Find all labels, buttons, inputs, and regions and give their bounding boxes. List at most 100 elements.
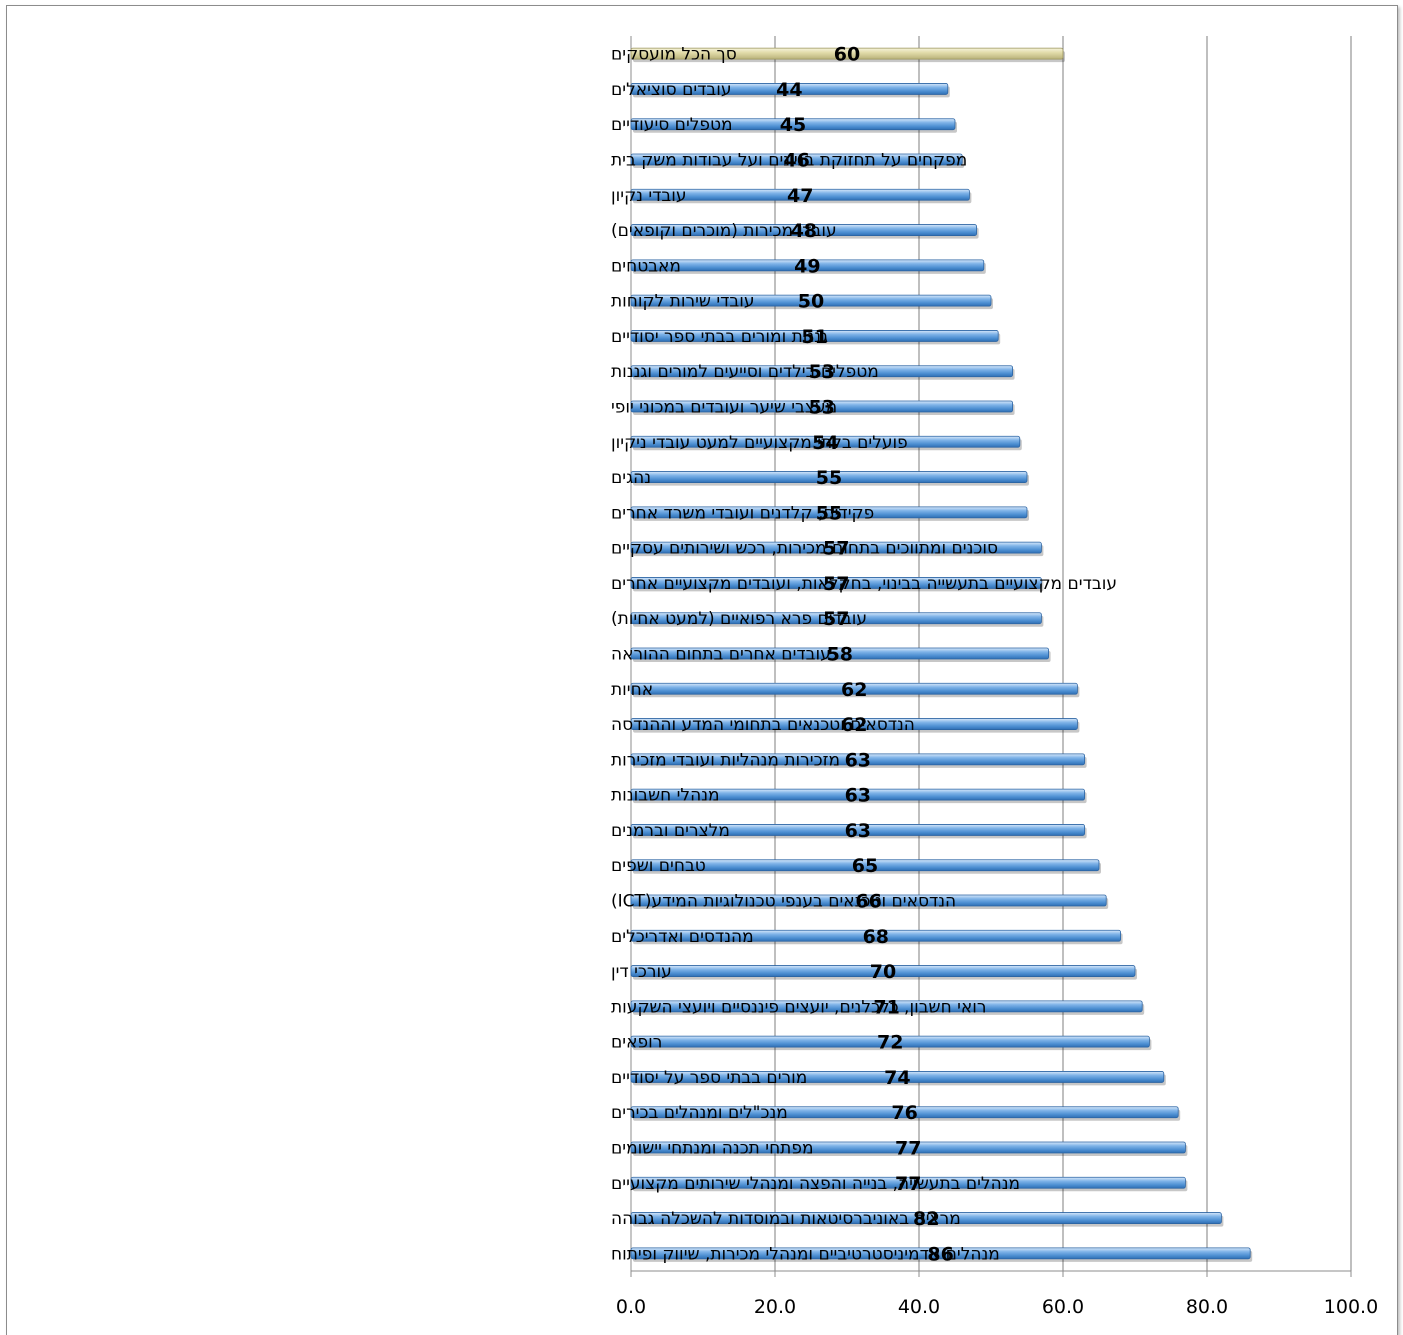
category-label: מזכירות מנהליות ועובדי מזכירות (611, 750, 840, 770)
bar (630, 1035, 1150, 1048)
data-label: 58 (827, 644, 853, 666)
category-labels: סך הכל מועסקים עובדים סוציאלים מטפלים סיעו… (611, 45, 1117, 1265)
data-label: 46 (783, 150, 809, 172)
bar (630, 330, 999, 342)
bar (630, 365, 1014, 378)
bar (630, 188, 970, 201)
category-label: גננות ומורים בבתי ספר יסודיים (611, 327, 828, 347)
category-label: עובדים פרא רפואיים (למעט אחיות) (611, 609, 867, 629)
bar (630, 541, 1042, 554)
category-label: הנדסאים וטכנאים בתחומי המדע וההנדסה (611, 715, 915, 735)
data-label: 82 (913, 1208, 939, 1230)
category-label: מאבטחים (611, 256, 681, 276)
category-label: מעצבי שיער ועובדים במכוני יופי (611, 398, 837, 418)
data-label: 77 (895, 1173, 921, 1195)
category-label: עובדי נקיון (611, 186, 687, 206)
data-label: 63 (845, 820, 871, 842)
bar (630, 118, 956, 131)
category-label: פועלים בלתי מקצועיים למעט עובדי ניקיון (611, 433, 908, 453)
bar (630, 682, 1078, 695)
category-label: סוכנים ומתווכים בתחום מכירות, רכש ושירות… (611, 539, 998, 559)
bar (630, 612, 1042, 625)
bar (630, 259, 985, 272)
category-label: סך הכל מועסקים (611, 45, 737, 65)
data-label: 74 (884, 1067, 910, 1089)
bar (630, 965, 1136, 977)
category-label: רופאים (611, 1033, 662, 1053)
data-label: 72 (877, 1032, 903, 1054)
category-label: מנהלים אדמיניסטרטיביים ומנהלי מכירות, שי… (611, 1244, 1000, 1264)
data-label: 62 (841, 714, 867, 736)
category-label: עובדי שירות לקוחות (611, 292, 755, 312)
category-label: מורים בבתי ספר על יסודיים (611, 1068, 807, 1088)
x-tick-label: 100.0 (1324, 1296, 1378, 1318)
bar (630, 294, 992, 307)
category-label: מטפלים סיעודיים (611, 115, 733, 135)
data-label: 70 (870, 961, 896, 983)
x-tick-label: 80.0 (1186, 1296, 1228, 1318)
data-label: 60 (834, 44, 860, 66)
data-label: 62 (841, 679, 867, 701)
bar (630, 894, 1107, 907)
category-label: מפתחי תכנה ומנתחי יישומים (611, 1139, 814, 1159)
bar (630, 506, 1028, 519)
category-label: מפקחים על תחזוקת בניינים ועל עבודות משק … (611, 151, 967, 171)
data-label: 53 (809, 361, 835, 383)
category-label: מטפלים בילדים וסייעים למורים וגננות (611, 362, 879, 382)
bar (630, 47, 1064, 60)
category-label: מנכ"לים ומנהלים בכירים (611, 1103, 788, 1123)
bar (630, 577, 1042, 589)
data-label: 65 (852, 855, 878, 877)
bar (630, 1071, 1165, 1083)
category-label: עובדי מכירות (מוכרים וקופאים) (611, 221, 837, 241)
bar (630, 929, 1122, 942)
data-label: 68 (863, 926, 889, 948)
category-label: נהגים (611, 468, 651, 488)
category-label: מהנדסים ואדריכלים (611, 927, 754, 947)
data-label: 49 (794, 255, 820, 277)
category-label: עובדים סוציאלים (611, 80, 732, 100)
data-label: 55 (816, 502, 842, 524)
category-label: עובדים מקצועיים בתעשייה בבינוי, בחקלאות,… (611, 574, 1117, 594)
category-label: מלצרים וברמנים (611, 821, 730, 841)
bar (630, 1141, 1186, 1154)
data-label: 66 (855, 891, 881, 913)
x-axis-ticks: 0.0 20.0 40.0 60.0 80.0 100.0 (616, 1271, 1378, 1318)
data-label: 44 (776, 79, 802, 101)
data-label: 54 (812, 432, 838, 454)
bar (630, 400, 1014, 413)
data-label: 50 (798, 291, 824, 313)
bar (630, 788, 1086, 801)
bar (630, 824, 1086, 836)
data-label: 63 (845, 785, 871, 807)
bar (630, 753, 1086, 766)
data-label: 51 (801, 326, 827, 348)
data-label: 71 (873, 996, 899, 1018)
x-tick-label: 60.0 (1042, 1296, 1084, 1318)
data-label: 57 (823, 608, 849, 630)
data-labels: 60 44 45 46 47 48 49 50 51 53 53 54 55 55 57 57 57 58 62 62… (776, 44, 954, 1266)
data-label: 47 (787, 185, 813, 207)
category-label: עורכי דין (611, 962, 672, 982)
bar (630, 718, 1078, 730)
x-tick-label: 20.0 (754, 1296, 796, 1318)
bar (630, 153, 963, 166)
data-label: 57 (823, 573, 849, 595)
data-label: 48 (791, 220, 817, 242)
data-label: 55 (816, 467, 842, 489)
data-label: 57 (823, 538, 849, 560)
bar (630, 1212, 1222, 1224)
category-label: מנהלי חשבונות (611, 786, 720, 806)
category-label: פקידים, קלדנים ועובדי משרד אחרים (611, 503, 874, 523)
bar (630, 471, 1028, 483)
bar (630, 1000, 1143, 1013)
x-tick-label: 0.0 (616, 1296, 646, 1318)
data-label: 77 (895, 1138, 921, 1160)
bar (630, 435, 1021, 448)
category-label: מרצים באוניברסיטאות ובמוסדות להשכלה גבוה… (611, 1209, 961, 1229)
bar (630, 1176, 1186, 1189)
bar (630, 83, 949, 95)
x-tick-label: 40.0 (898, 1296, 940, 1318)
category-label: טבחים ושפים (611, 856, 706, 876)
